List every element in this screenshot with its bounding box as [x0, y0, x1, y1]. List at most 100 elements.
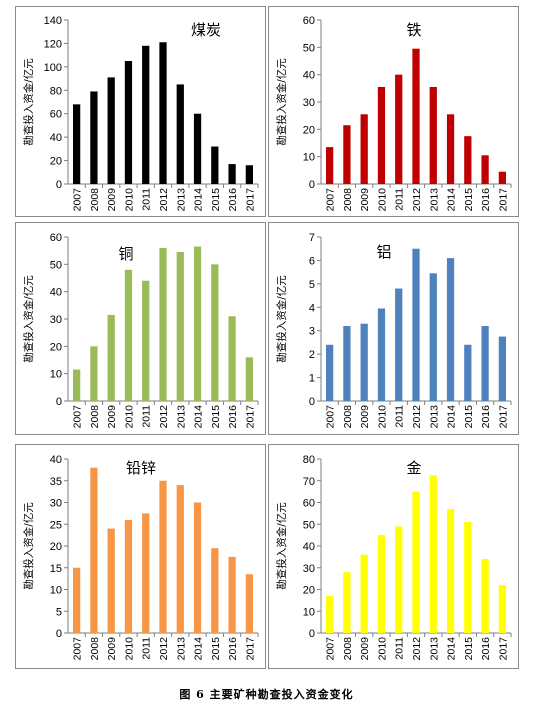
x-tick-label: 2015	[210, 405, 222, 429]
x-tick-label: 2010	[123, 188, 135, 212]
bar-2016	[228, 316, 236, 401]
chart-panel-gold: 0 10 20 30 40 50 60 70 80 2007 2008 2009 2010 2011 201…	[268, 444, 519, 669]
y-tick-label: 20	[50, 341, 62, 353]
bar-2008	[90, 346, 98, 401]
y-tick-label: 60	[50, 109, 62, 121]
bar-2015	[464, 344, 472, 401]
bar-2011	[395, 526, 403, 633]
y-tick-label: 50	[303, 519, 315, 531]
x-tick-label: 2017	[497, 405, 509, 429]
y-tick-label: 40	[50, 132, 62, 144]
y-tick-label: 25	[50, 519, 62, 531]
y-tick-label: 70	[303, 476, 315, 488]
bar-2007	[326, 344, 334, 401]
y-tick-label: 4	[309, 302, 315, 314]
bar-2012	[159, 247, 167, 401]
x-tick-label: 2016	[480, 637, 492, 661]
bar-2007	[73, 567, 81, 633]
x-tick-label: 2009	[106, 188, 118, 212]
x-tick-label: 2007	[72, 188, 84, 212]
bar-2017	[498, 336, 506, 401]
bar-2011	[395, 288, 403, 401]
x-tick-label: 2013	[175, 405, 187, 429]
x-tick-label: 2010	[376, 637, 388, 661]
bar-2010	[124, 519, 133, 633]
y-axis-label: 勘查投入资金/亿元	[275, 58, 288, 146]
bar-2015	[464, 522, 472, 633]
chart-svg: 0 10 20 30 40 50 60 70 80 2007 2008 2009 2010 2011 201…	[275, 454, 512, 661]
bar-2015	[211, 548, 219, 633]
y-tick-label: 40	[50, 454, 62, 466]
x-tick-label: 2013	[428, 188, 440, 212]
x-tick-label: 2010	[376, 188, 388, 212]
bar-2010	[377, 308, 386, 401]
y-tick-label: 1	[309, 373, 315, 385]
y-axis-label: 勘查投入资金/亿元	[22, 58, 35, 146]
y-tick-label: 140	[44, 15, 62, 27]
bar-2014	[446, 114, 455, 184]
chart-title: 煤炭	[191, 21, 221, 39]
bar-2011	[395, 74, 403, 184]
x-tick-label: 2012	[158, 405, 170, 429]
x-tick-label: 2009	[106, 405, 118, 429]
y-tick-label: 40	[303, 70, 315, 82]
x-tick-label: 2008	[342, 637, 354, 661]
y-tick-label: 60	[303, 498, 315, 510]
bar-2010	[377, 86, 386, 184]
x-tick-label: 2008	[342, 188, 354, 212]
x-tick-label: 2011	[394, 405, 406, 428]
x-tick-label: 2009	[106, 637, 118, 661]
x-tick-label: 2011	[141, 188, 153, 211]
y-tick-label: 50	[303, 42, 315, 54]
bar-2015	[464, 136, 472, 184]
chart-svg: 0 10 20 30 40 50 60 2007 2008 2009 2010 2011 2012 201…	[22, 232, 259, 429]
bar-2007	[326, 596, 334, 633]
bar-2014	[193, 502, 202, 633]
x-tick-label: 2007	[325, 637, 337, 661]
bar-2015	[211, 146, 219, 184]
x-tick-label: 2017	[244, 405, 256, 429]
x-tick-label: 2012	[411, 405, 423, 429]
y-tick-label: 5	[309, 279, 315, 291]
bar-2013	[429, 273, 437, 401]
bar-2013	[176, 252, 184, 401]
x-tick-label: 2007	[72, 405, 84, 429]
x-tick-label: 2010	[123, 405, 135, 429]
y-tick-label: 0	[309, 179, 315, 191]
bar-2009	[360, 554, 368, 633]
x-tick-label: 2011	[394, 637, 406, 660]
x-tick-label: 2015	[210, 637, 222, 661]
bar-2017	[498, 585, 506, 633]
y-tick-label: 30	[303, 563, 315, 575]
bar-2010	[124, 269, 133, 401]
y-tick-label: 0	[309, 396, 315, 408]
chart-title: 铝	[376, 243, 391, 261]
bar-2016	[228, 164, 236, 184]
y-tick-label: 0	[309, 628, 315, 640]
x-tick-label: 2016	[227, 188, 239, 212]
x-tick-label: 2009	[359, 188, 371, 212]
x-tick-label: 2014	[446, 405, 458, 429]
bar-2011	[142, 280, 150, 401]
bar-2016	[481, 155, 489, 184]
x-tick-label: 2011	[141, 637, 153, 660]
x-tick-label: 2015	[463, 188, 475, 212]
chart-title: 铜	[118, 245, 133, 263]
bar-2009	[107, 528, 115, 633]
bar-2008	[343, 572, 351, 633]
bar-2014	[446, 258, 455, 401]
y-tick-label: 30	[303, 97, 315, 109]
x-tick-label: 2011	[394, 188, 406, 211]
bar-2007	[326, 147, 334, 184]
y-tick-label: 40	[50, 287, 62, 299]
chart-panel-copper: 0 10 20 30 40 50 60 2007 2008 2009 2010 2011 2012 201…	[15, 222, 266, 435]
x-tick-label: 2017	[497, 637, 509, 661]
x-tick-label: 2016	[480, 188, 492, 212]
x-tick-label: 2017	[244, 188, 256, 212]
x-tick-label: 2014	[193, 637, 205, 661]
bar-2009	[107, 314, 115, 401]
x-tick-label: 2012	[411, 637, 423, 661]
bar-2008	[343, 326, 351, 401]
y-tick-label: 100	[44, 62, 62, 74]
y-tick-label: 0	[56, 396, 62, 408]
